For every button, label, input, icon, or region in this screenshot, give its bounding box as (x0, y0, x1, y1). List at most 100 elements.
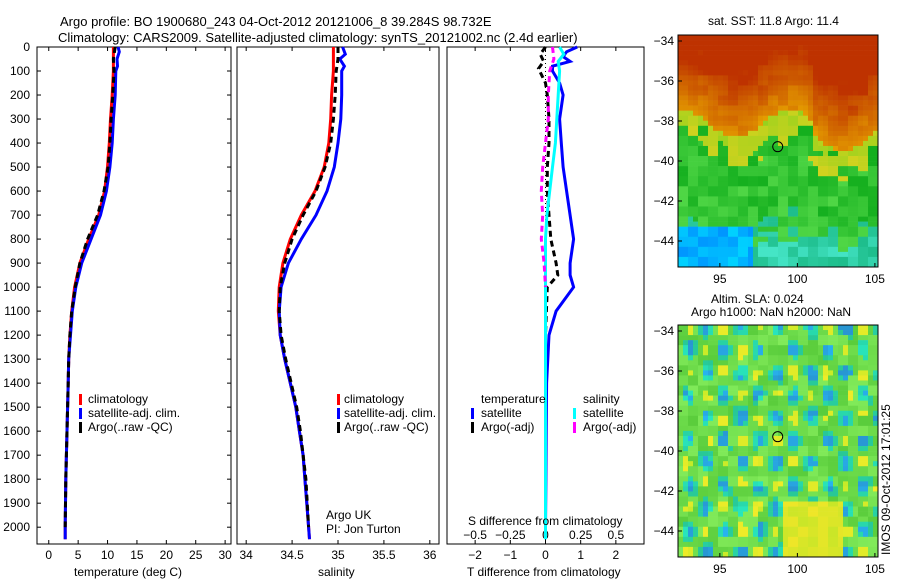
map-cell (723, 466, 729, 472)
map-cell (708, 216, 714, 222)
map-cell (793, 400, 799, 406)
map-cell (843, 521, 849, 528)
map-cell (833, 360, 839, 366)
map-cell (843, 191, 849, 197)
map-cell (768, 130, 774, 137)
map-cell (848, 75, 854, 81)
map-cell (738, 456, 744, 462)
map-cell (708, 466, 714, 472)
map-cell (868, 385, 874, 391)
map-cell (868, 375, 874, 381)
map-cell (858, 476, 864, 482)
map-cell (728, 246, 734, 253)
map-cell (838, 496, 844, 502)
map-cell (743, 511, 749, 517)
map-cell (863, 365, 869, 371)
map-cell (803, 516, 809, 522)
map-cell (788, 211, 794, 217)
map-cell (853, 145, 859, 152)
map-cell (843, 55, 849, 61)
map-cell (688, 176, 694, 182)
map-cell (838, 461, 844, 467)
map-cell (858, 55, 864, 61)
map-cell (698, 156, 704, 162)
map-cell (758, 60, 764, 66)
map-cell (748, 405, 754, 412)
map-cell (823, 400, 829, 406)
x-tick-label: −1 (503, 548, 517, 562)
map-cell (803, 435, 809, 442)
map-cell (758, 261, 764, 268)
map-cell (733, 221, 739, 227)
map-cell (723, 531, 729, 538)
map-cell (863, 221, 869, 227)
legend-t-argo: Argo(-adj) (481, 420, 534, 434)
map-cell (683, 191, 689, 197)
map-cell (823, 521, 829, 528)
map-cell (863, 395, 869, 401)
map-cell (718, 246, 724, 253)
map-cell (693, 375, 699, 381)
map-cell (868, 211, 874, 217)
map-cell (753, 496, 759, 502)
map-cell (753, 380, 759, 386)
map-cell (678, 50, 684, 56)
map-cell (798, 380, 804, 386)
depth-tick-label: 1500 (3, 400, 30, 414)
map-cell (873, 130, 879, 137)
map-cell (853, 330, 859, 336)
map-cell (708, 95, 714, 101)
map-cell (713, 55, 719, 61)
map-cell (863, 456, 869, 462)
map-cell (778, 261, 784, 268)
map-cell (743, 486, 749, 492)
map-cell (823, 360, 829, 366)
map-cell (853, 151, 859, 157)
map-cell (688, 425, 694, 432)
map-cell (788, 380, 794, 386)
map-cell (708, 90, 714, 96)
map-cell (713, 415, 719, 422)
map-cell (778, 451, 784, 457)
map-cell (823, 481, 829, 487)
salinity-legend: climatology satellite-adj. clim. Argo(..… (337, 392, 436, 434)
map-cell (733, 340, 739, 346)
map-cell (728, 425, 734, 432)
map-cell (758, 355, 764, 361)
map-cell (813, 420, 819, 427)
map-cell (838, 471, 844, 477)
map-cell (688, 541, 694, 548)
map-cell (833, 80, 839, 86)
map-cell (788, 365, 794, 371)
map-cell (708, 145, 714, 152)
map-cell (713, 236, 719, 243)
map-cell (808, 171, 814, 177)
map-cell (698, 171, 704, 177)
map-cell (813, 135, 819, 142)
map-cell (813, 355, 819, 361)
map-cell (683, 531, 689, 538)
map-cell (683, 125, 689, 132)
map-cell (758, 145, 764, 152)
map-cell (808, 105, 814, 111)
map-cell (753, 345, 759, 351)
map-cell (848, 345, 854, 351)
map-cell (798, 85, 804, 91)
map-cell (713, 60, 719, 66)
map-cell (763, 511, 769, 517)
map-cell (848, 196, 854, 202)
map-cell (828, 40, 834, 46)
map-cell (833, 140, 839, 147)
map-cell (693, 135, 699, 142)
map-cell (853, 191, 859, 197)
map-cell (828, 110, 834, 116)
map-cell (813, 130, 819, 137)
map-cell (693, 536, 699, 543)
map-cell (728, 390, 734, 396)
map-cell (833, 506, 839, 512)
map-cell (793, 211, 799, 217)
map-cell (803, 330, 809, 336)
map-cell (703, 105, 709, 111)
map-cell (828, 75, 834, 81)
map-cell (778, 471, 784, 477)
